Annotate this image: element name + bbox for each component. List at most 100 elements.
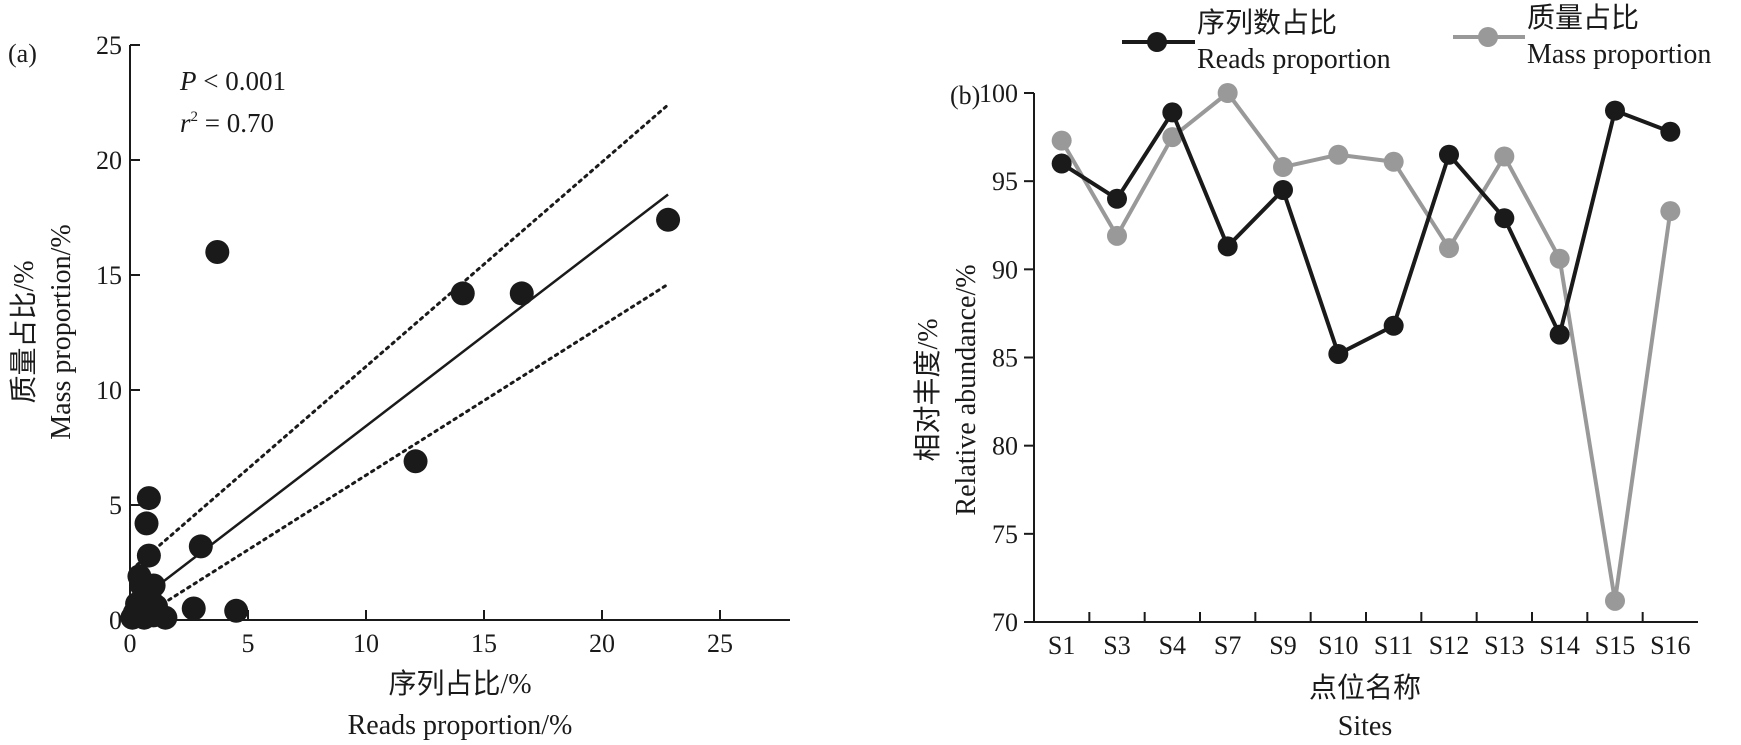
b-data-point <box>1494 146 1515 167</box>
a-regression-line <box>136 193 669 603</box>
a-x-tick-label: 20 <box>589 629 615 658</box>
b-data-point <box>1494 208 1515 229</box>
b-x-tick-label: S11 <box>1374 631 1414 660</box>
a-y-tick-label: 25 <box>96 31 122 60</box>
b-data-point <box>1605 100 1625 121</box>
b-y-label-cn: 相对丰度/% <box>912 318 944 461</box>
b-data-point <box>1107 225 1127 246</box>
b-y-tick-label: 90 <box>992 255 1018 284</box>
b-y-tick-label: 85 <box>992 344 1018 373</box>
a-data-point <box>224 598 249 623</box>
a-data-point <box>134 511 159 536</box>
b-data-point <box>1549 324 1570 345</box>
a-data-point <box>656 207 681 232</box>
b-x-tick-label: S7 <box>1214 631 1241 660</box>
b-data-point <box>1439 238 1459 259</box>
a-x-label: Reads proportion/% <box>348 710 573 741</box>
b-series <box>1051 83 1681 611</box>
legend-label-mass: Mass proportion <box>1527 39 1711 70</box>
b-data-point <box>1439 144 1459 165</box>
legend-label-reads-cn: 序列数占比 <box>1197 7 1337 39</box>
a-data-point <box>403 449 428 474</box>
a-x-ticks: 0 5 10 15 20 25 <box>124 610 733 658</box>
a-ci-lower-line <box>135 282 670 622</box>
b-series-line <box>1060 108 1672 356</box>
a-y-label: Mass proportion/% <box>46 224 77 439</box>
a-x-tick-label: 5 <box>242 629 255 658</box>
b-x-tick-label: S12 <box>1429 631 1469 660</box>
a-y-tick-label: 20 <box>96 146 122 175</box>
b-x-tick-label: S15 <box>1595 631 1635 660</box>
b-x-tick-label: S10 <box>1318 631 1358 660</box>
b-x-ticks: S1 S3 S4 S7 S9 S10 S11 S12 S13 S14 S15 S16 <box>1048 612 1691 660</box>
b-y-tick-label: 80 <box>992 432 1018 461</box>
panel-a-scatter: (a) 0 5 10 15 20 25 0 5 10 15 20 25 P < 0.001 r2 =… <box>8 31 790 741</box>
b-data-point <box>1328 343 1349 364</box>
legend-marker-reads <box>1147 32 1167 52</box>
a-x-tick-label: 10 <box>353 629 379 658</box>
a-data-point <box>509 281 534 306</box>
b-y-tick-label: 100 <box>979 79 1018 108</box>
b-data-point <box>1605 590 1625 611</box>
b-y-tick-label: 95 <box>992 167 1018 196</box>
a-data-point <box>136 543 161 568</box>
b-x-tick-label: S4 <box>1159 631 1186 660</box>
b-x-label-cn: 点位名称 <box>1309 672 1421 704</box>
a-data-point <box>450 281 475 306</box>
a-points <box>120 207 681 630</box>
b-data-point <box>1660 121 1681 142</box>
b-data-point <box>1660 201 1681 222</box>
b-x-label: Sites <box>1338 711 1392 742</box>
b-data-point <box>1162 127 1183 148</box>
b-y-ticks: 70 75 80 85 90 95 100 <box>979 79 1034 637</box>
a-x-label-cn: 序列占比/% <box>388 668 531 700</box>
b-data-point <box>1383 151 1404 172</box>
b-series-reads <box>1051 100 1681 364</box>
b-data-point <box>1328 144 1349 165</box>
b-x-tick-label: S14 <box>1539 631 1579 660</box>
b-data-point <box>1051 130 1072 151</box>
a-data-point <box>153 605 178 630</box>
legend-item-mass: 质量占比 Mass proportion <box>1453 2 1711 70</box>
legend-item-reads: 序列数占比 Reads proportion <box>1122 7 1391 75</box>
b-x-tick-label: S16 <box>1650 631 1690 660</box>
b-y-tick-label: 70 <box>992 608 1018 637</box>
b-series-line <box>1059 91 1673 603</box>
b-data-point <box>1107 188 1127 209</box>
legend-label-mass-cn: 质量占比 <box>1527 2 1639 34</box>
b-data-point <box>1273 179 1293 200</box>
a-data-point <box>205 240 230 264</box>
b-x-tick-label: S13 <box>1484 631 1524 660</box>
b-data-point <box>1051 153 1072 174</box>
a-y-tick-label: 0 <box>109 606 122 635</box>
b-series-mass <box>1051 83 1681 611</box>
a-y-tick-label: 5 <box>109 491 122 520</box>
a-data-point <box>141 573 166 598</box>
legend: 序列数占比 Reads proportion 质量占比 Mass proport… <box>1122 2 1711 75</box>
a-y-tick-label: 10 <box>96 376 122 405</box>
a-p-value: P < 0.001 <box>179 66 286 96</box>
a-y-tick-label: 15 <box>96 261 122 290</box>
a-x-tick-label: 15 <box>471 629 497 658</box>
b-data-point <box>1217 236 1238 257</box>
b-data-point <box>1549 248 1570 269</box>
legend-marker-mass <box>1478 27 1498 47</box>
b-y-label: Relative abundance/% <box>951 264 982 515</box>
a-r2-value: r2 = 0.70 <box>180 108 274 138</box>
b-x-tick-label: S9 <box>1269 631 1296 660</box>
a-data-point <box>136 486 161 511</box>
b-data-point <box>1383 315 1404 336</box>
a-y-ticks: 0 5 10 15 20 25 <box>96 31 140 635</box>
b-data-point <box>1273 157 1293 178</box>
a-data-point <box>188 534 213 559</box>
a-x-tick-label: 25 <box>707 629 733 658</box>
b-data-point <box>1217 83 1238 103</box>
panel-a-label: (a) <box>8 39 37 68</box>
legend-label-reads: Reads proportion <box>1197 44 1391 75</box>
a-y-label-cn: 质量占比/% <box>8 260 40 403</box>
b-data-point <box>1162 102 1183 123</box>
b-x-tick-label: S1 <box>1048 631 1075 660</box>
panel-b-label: (b) <box>950 81 980 110</box>
